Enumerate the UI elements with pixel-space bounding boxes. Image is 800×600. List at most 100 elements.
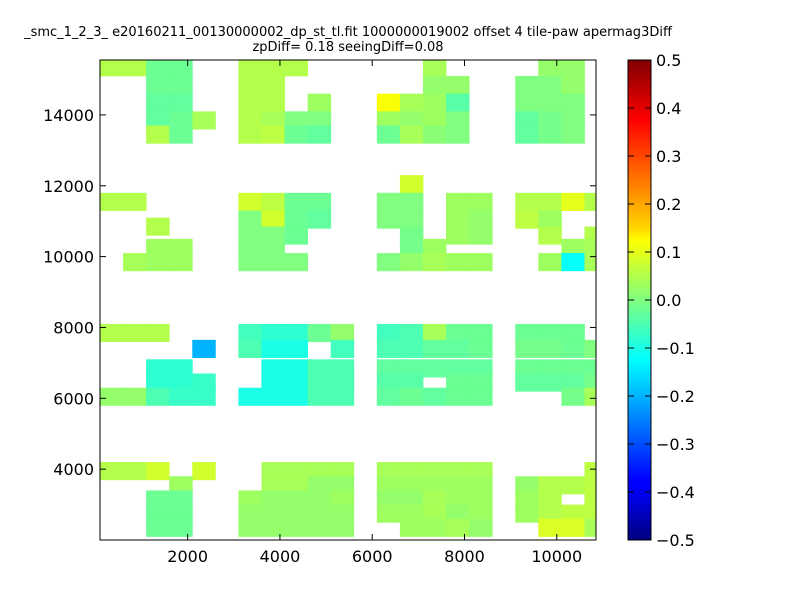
heatmap-cell (261, 504, 285, 523)
x-tick-label: 8000 (444, 547, 485, 566)
heatmap-cell (446, 359, 470, 378)
heatmap-cell (515, 359, 539, 378)
heatmap-cell (469, 339, 493, 358)
heatmap-cell (561, 75, 585, 95)
heatmap-cell (469, 192, 493, 211)
heatmap-cell (422, 93, 447, 112)
heatmap-cell (261, 387, 285, 406)
heatmap-cell (561, 253, 585, 272)
colorbar-tick-label: 0.4 (656, 99, 681, 118)
heatmap-cell (399, 490, 424, 509)
heatmap-cell (469, 490, 493, 509)
y-tick-label: 10000 (43, 248, 94, 267)
heatmap-cell (146, 253, 170, 272)
heatmap-cell (538, 210, 562, 229)
heatmap-cell (307, 210, 332, 229)
heatmap-cell (192, 373, 216, 392)
heatmap-cell (169, 387, 193, 406)
heatmap-cell (169, 60, 193, 77)
heatmap-cell (123, 60, 147, 77)
heatmap-cell (561, 359, 585, 378)
heatmap-cell (330, 339, 355, 358)
heatmap-cell (608, 505, 631, 523)
heatmap-cell (469, 387, 493, 406)
heatmap-cell (399, 125, 424, 144)
heatmap-cell (515, 373, 539, 392)
heatmap-cell (330, 518, 355, 537)
heatmap-cell (284, 373, 309, 392)
heatmap-cell (238, 238, 262, 257)
heatmap-cell (584, 238, 596, 257)
heatmap-cell (538, 359, 562, 378)
heatmap-cell (469, 253, 493, 272)
heatmap-cell (123, 462, 147, 481)
heatmap-cell (584, 518, 596, 537)
heatmap-cell (422, 323, 447, 343)
heatmap-cell (422, 476, 447, 495)
heatmap-cell (538, 93, 562, 112)
heatmap-cell (192, 462, 216, 481)
heatmap-cell (284, 323, 309, 343)
heatmap-cell (330, 504, 355, 523)
colorbar-tick-label: 0.5 (656, 51, 681, 70)
heatmap-cell (238, 111, 262, 130)
heatmap-cell (192, 111, 216, 130)
heatmap-cell (422, 518, 447, 537)
heatmap-cell (515, 111, 539, 130)
heatmap-cell (376, 192, 401, 211)
heatmap-cell (169, 476, 193, 495)
heatmap-cell (238, 490, 262, 509)
colorbar-tick-label: 0.3 (656, 147, 681, 166)
x-axis: 2000 4000 6000 8000 10000 (167, 60, 582, 566)
heatmap-cell (515, 192, 539, 211)
heatmap-cell (238, 210, 262, 229)
heatmap-cell (238, 125, 262, 144)
heatmap-cell (330, 387, 355, 406)
heatmap-cell (238, 60, 262, 77)
heatmap-cell (422, 387, 447, 406)
heatmap-cell (538, 518, 562, 537)
heatmap-cell (307, 518, 332, 537)
heatmap-cell (146, 373, 170, 392)
heatmap-cell (399, 111, 424, 130)
heatmap-cell (146, 323, 170, 343)
heatmap-cell (261, 192, 285, 211)
colorbar-tick-label: −0.1 (656, 339, 695, 358)
x-tick-label: 4000 (260, 547, 301, 566)
heatmap-cell (284, 192, 309, 211)
colorbar-tick-label: −0.2 (656, 387, 695, 406)
heatmap-cell (192, 387, 216, 406)
heatmap-cell (399, 339, 424, 358)
heatmap-cell (376, 253, 401, 272)
heatmap-cell (469, 518, 493, 537)
heatmap-cell (422, 125, 447, 144)
heatmap-cell (100, 387, 124, 406)
heatmap-cell (584, 462, 596, 481)
heatmap-cell (422, 339, 447, 358)
heatmap-cell (330, 476, 355, 495)
heatmap-cell (307, 462, 332, 481)
y-tick-label: 14000 (43, 106, 94, 125)
heatmap-cell (515, 504, 539, 523)
heatmap-cell (446, 93, 470, 112)
heatmap-cell (399, 238, 424, 257)
heatmap-cell (307, 387, 332, 406)
heatmap-cell (100, 462, 124, 481)
heatmap-cell (538, 490, 562, 509)
y-tick-label: 6000 (53, 389, 94, 408)
heatmap-cell (561, 504, 585, 523)
heatmap-cell (422, 359, 447, 378)
heatmap-cell (446, 75, 470, 95)
colorbar-tick-label: −0.4 (656, 483, 695, 502)
heatmap-cell (100, 192, 124, 211)
heatmap-cell (584, 387, 596, 406)
heatmap-cell (284, 359, 309, 378)
plot-frame (99, 59, 597, 541)
y-axis: 4000 6000 8000 10000 12000 14000 (43, 106, 596, 479)
heatmap-cell (284, 476, 309, 495)
heatmap-cell (284, 490, 309, 509)
heatmap-cell (330, 462, 355, 481)
heatmap-cell (261, 93, 285, 112)
heatmap-cell (561, 323, 585, 343)
